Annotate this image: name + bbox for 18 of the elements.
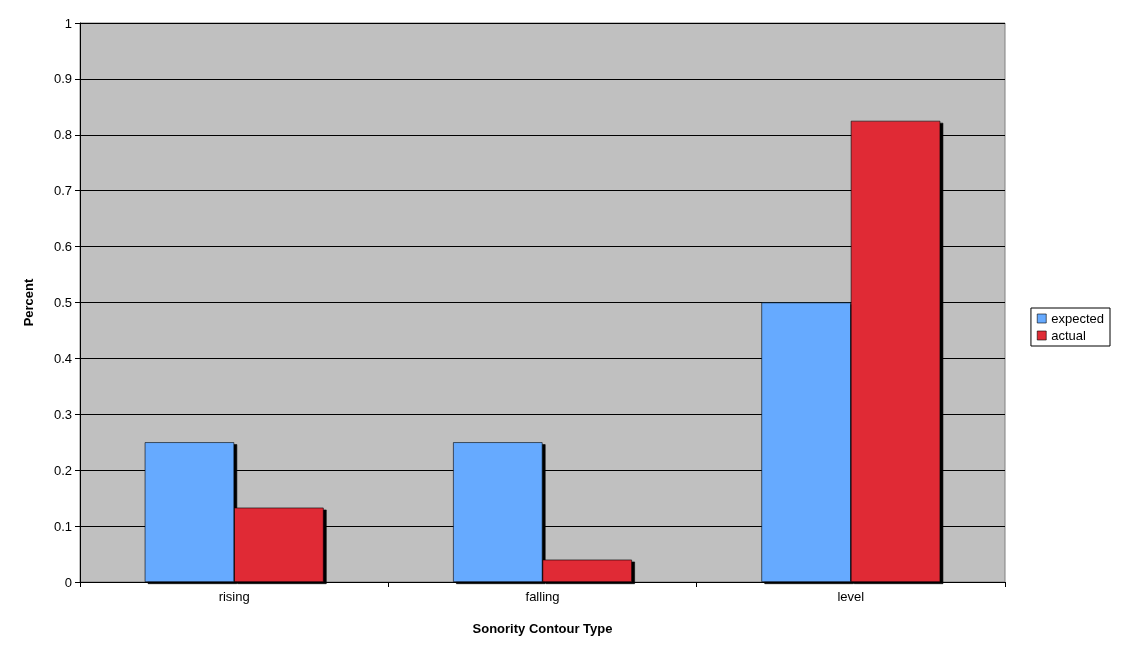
y-tick-label: 0 — [64, 574, 72, 590]
legend-label: actual — [1051, 328, 1087, 343]
y-tick-label: 0.3 — [53, 406, 72, 422]
y-tick-label: 0.1 — [53, 518, 72, 534]
x-tick-label: rising — [218, 589, 250, 604]
x-tick-label: falling — [525, 589, 560, 604]
y-tick-label: 0.8 — [53, 127, 72, 143]
y-tick-label: 0.4 — [53, 350, 72, 366]
y-tick-label: 0.2 — [53, 462, 72, 478]
y-tick-label: 0.7 — [53, 183, 72, 199]
y-tick-label: 0.5 — [53, 295, 72, 310]
y-axis-title: Percent — [21, 277, 36, 327]
x-tick-label: level — [837, 589, 865, 604]
y-tick-label: 0.6 — [53, 239, 72, 255]
y-tick-label: 0.9 — [53, 71, 72, 87]
y-tick-label: 1 — [64, 15, 72, 31]
x-axis-title: Sonority Contour Type — [472, 621, 613, 636]
legend-label: expected — [1051, 311, 1104, 326]
